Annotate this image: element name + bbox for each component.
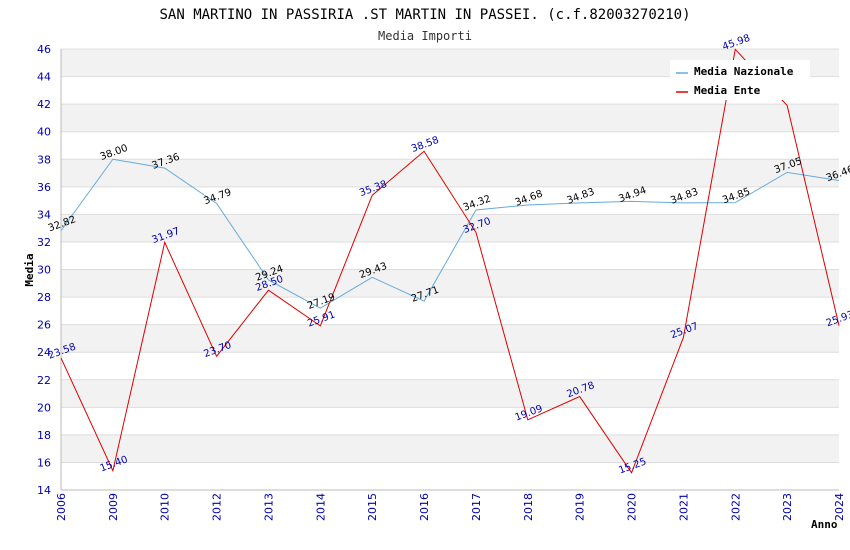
x-tick-label: 2012 (211, 493, 224, 521)
y-tick-label: 42 (37, 98, 51, 111)
x-tick-label: 2022 (729, 493, 742, 521)
y-tick-label: 34 (37, 208, 51, 221)
x-axis-ticks: 2006 2009 2010 2012 2013 2014 2015 2016 2017 2018… (55, 493, 846, 521)
data-label: 34.79 (202, 187, 233, 207)
chart-subtitle: Media Importi (378, 29, 472, 43)
series-lines (60, 48, 840, 474)
x-tick-label: 2020 (626, 493, 639, 521)
y-axis-label: Media (23, 253, 36, 286)
y-tick-label: 22 (37, 374, 51, 387)
legend: Media Nazionale Media Ente (670, 60, 810, 100)
y-tick-label: 26 (37, 319, 51, 332)
grid-band (61, 214, 839, 242)
grid-band (61, 159, 839, 187)
data-label: 34.68 (514, 189, 545, 209)
y-tick-label: 18 (37, 429, 51, 442)
y-tick-label: 46 (37, 43, 51, 56)
y-tick-label: 32 (37, 236, 51, 249)
legend-box (670, 60, 810, 100)
series-line-nazionale (60, 158, 840, 309)
x-axis-label: Anno (811, 518, 838, 531)
grid-band (61, 434, 839, 463)
x-tick-label: 2006 (55, 493, 68, 521)
data-label: 34.85 (721, 186, 752, 206)
legend-label-ente: Media Ente (694, 84, 761, 97)
series-line-ente (60, 48, 840, 474)
legend-label-nazionale: Media Nazionale (694, 65, 794, 78)
data-label: 38.58 (410, 135, 441, 155)
data-label: 34.83 (669, 187, 700, 207)
y-tick-label: 30 (37, 264, 51, 277)
y-tick-label: 40 (37, 126, 51, 139)
gridlines (60, 48, 839, 491)
x-tick-label: 2015 (366, 493, 379, 521)
x-tick-label: 2010 (159, 493, 172, 521)
chart-title: SAN MARTINO IN PASSIRIA .ST MARTIN IN PA… (159, 7, 690, 23)
x-tick-label: 2009 (107, 493, 120, 521)
grid-band (61, 269, 839, 298)
x-tick-label: 2019 (574, 493, 587, 521)
y-tick-label: 20 (37, 401, 51, 414)
y-tick-label: 14 (37, 484, 51, 497)
y-tick-label: 28 (37, 291, 51, 304)
x-tick-label: 2016 (418, 493, 431, 521)
x-tick-label: 2024 (833, 493, 846, 521)
grid-bands (61, 49, 839, 463)
grid-band (61, 324, 839, 353)
x-tick-label: 2013 (262, 493, 275, 521)
y-tick-label: 24 (37, 346, 51, 359)
data-label: 34.32 (462, 194, 493, 214)
x-tick-label: 2018 (522, 493, 535, 521)
y-tick-label: 38 (37, 153, 51, 166)
grid-band (61, 104, 839, 132)
data-label: 34.83 (565, 187, 596, 207)
y-tick-label: 36 (37, 181, 51, 194)
x-tick-label: 2021 (677, 493, 690, 521)
y-tick-label: 16 (37, 456, 51, 469)
y-tick-label: 44 (37, 71, 51, 84)
x-tick-label: 2017 (470, 493, 483, 521)
x-tick-label: 2014 (314, 493, 327, 521)
x-tick-label: 2023 (781, 493, 794, 521)
y-axis-ticks: 14 16 18 20 22 24 26 28 30 32 34 36 38 40 42 44 46 (37, 43, 51, 497)
grid-band (61, 379, 839, 408)
